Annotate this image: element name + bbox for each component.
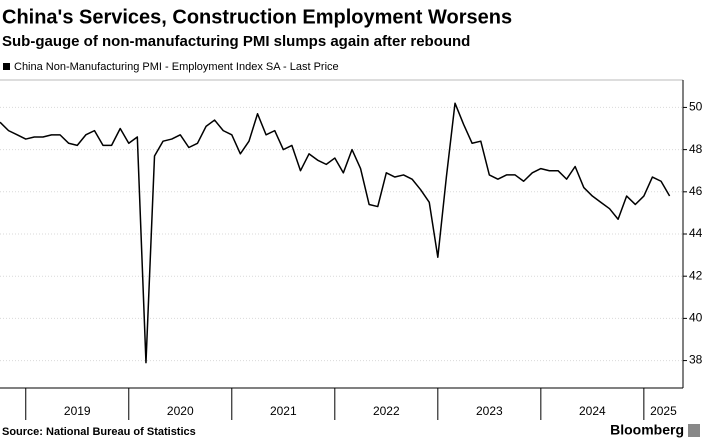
y-tick-label: 46	[689, 184, 703, 198]
brand: Bloomberg	[610, 422, 684, 438]
x-tick-label: 2019	[64, 404, 91, 418]
legend-swatch	[3, 63, 10, 70]
y-tick-label: 44	[689, 226, 703, 240]
chart-subtitle: Sub-gauge of non-manufacturing PMI slump…	[2, 33, 470, 50]
x-tick-label: 2020	[167, 404, 194, 418]
brand-icon	[688, 424, 700, 437]
y-tick-label: 50	[689, 100, 703, 114]
y-tick-label: 40	[689, 311, 703, 325]
legend-label: China Non-Manufacturing PMI - Employment…	[14, 61, 339, 73]
x-tick-label: 2022	[373, 404, 400, 418]
x-tick-label: 2021	[270, 404, 297, 418]
y-tick-label: 42	[689, 268, 703, 282]
x-tick-label: 2023	[476, 404, 503, 418]
chart-title: China's Services, Construction Employmen…	[2, 6, 512, 28]
y-tick-label: 48	[689, 142, 703, 156]
source: Source: National Bureau of Statistics	[2, 426, 196, 438]
y-tick-label: 38	[689, 353, 703, 367]
x-tick-label: 2024	[579, 404, 606, 418]
x-tick-label: 2025	[650, 404, 677, 418]
data-line	[0, 102, 671, 364]
